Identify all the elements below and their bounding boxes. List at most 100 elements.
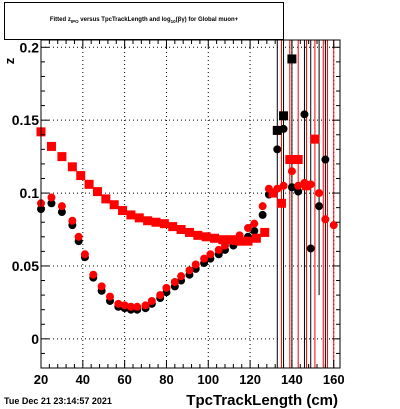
data-point-square xyxy=(251,233,261,243)
x-tick-label: 100 xyxy=(197,372,219,387)
x-tick-label: 20 xyxy=(34,372,48,387)
data-point-circle xyxy=(300,178,309,187)
data-point-circle xyxy=(126,302,135,311)
data-point-circle xyxy=(68,216,77,225)
data-point-circle xyxy=(321,155,330,164)
x-tick-label: 40 xyxy=(76,372,90,387)
data-point-circle xyxy=(133,302,142,311)
data-point-circle xyxy=(106,292,114,301)
data-point-square xyxy=(210,233,220,243)
data-point-square xyxy=(276,198,286,208)
data-point-square xyxy=(46,141,56,151)
y-tick-label: 0.1 xyxy=(20,185,40,201)
data-point-circle xyxy=(244,224,252,233)
y-tick-label: 0.15 xyxy=(12,112,39,128)
data-point-circle xyxy=(57,208,66,217)
error-bars xyxy=(276,40,335,368)
data-point-circle xyxy=(114,299,123,308)
x-tick-label: 60 xyxy=(117,372,131,387)
data-point-circle xyxy=(229,237,238,246)
data-point-square xyxy=(243,236,253,246)
data-point-circle xyxy=(250,219,259,228)
data-point-square xyxy=(76,171,86,181)
data-point-square xyxy=(285,155,295,165)
data-point-circle xyxy=(214,245,223,254)
data-point-circle xyxy=(250,226,259,235)
data-point-square xyxy=(118,206,128,216)
axes: 20 40 60 80 100 120 140 160 0 0.05 0.1 0.15 0.2 xyxy=(12,39,345,387)
x-tick-label: 80 xyxy=(159,372,173,387)
data-point-circle xyxy=(74,232,83,241)
data-point-square xyxy=(151,217,161,227)
timestamp: Tue Dec 21 23:14:57 2021 xyxy=(4,396,112,406)
y-axis-label: z xyxy=(2,57,17,64)
data-point-circle xyxy=(294,181,303,190)
data-point-circle xyxy=(147,296,156,305)
plot-frame xyxy=(40,39,341,369)
data-point-circle xyxy=(80,250,89,259)
data-point-circle xyxy=(264,184,273,193)
data-point-square xyxy=(293,155,303,165)
data-point-square xyxy=(134,213,144,223)
data-point-circle xyxy=(315,202,324,211)
data-point-square xyxy=(57,152,67,162)
data-point-square xyxy=(143,216,153,226)
data-points xyxy=(36,54,338,314)
data-point-circle xyxy=(57,202,66,211)
data-point-square xyxy=(268,188,278,198)
data-point-square xyxy=(218,235,228,245)
data-point-circle xyxy=(315,189,324,198)
data-point-circle xyxy=(89,270,98,279)
data-point-circle xyxy=(287,183,296,192)
data-point-circle xyxy=(200,254,209,263)
grid-lines xyxy=(41,40,340,368)
data-point-circle xyxy=(185,266,194,275)
data-point-square xyxy=(92,187,102,197)
data-point-circle xyxy=(321,215,330,224)
data-point-square xyxy=(235,236,245,246)
data-point-circle xyxy=(177,272,186,281)
data-point-circle xyxy=(273,184,282,193)
data-point-square xyxy=(287,54,297,64)
data-point-square xyxy=(184,227,194,237)
data-point-square xyxy=(272,125,282,135)
data-point-circle xyxy=(273,145,282,154)
data-point-circle xyxy=(329,221,338,230)
data-point-circle xyxy=(206,250,215,259)
y-tick-label: 0 xyxy=(31,331,39,347)
data-point-square xyxy=(201,232,211,242)
data-point-circle xyxy=(258,210,267,219)
data-point-circle xyxy=(235,231,244,240)
chart-title: Fitted zIPO versus TpcTrackLength and lo… xyxy=(49,17,239,25)
data-point-square xyxy=(84,179,94,189)
data-point-square xyxy=(101,194,111,204)
x-tick-label: 160 xyxy=(323,372,345,387)
data-point-square xyxy=(260,227,270,237)
data-point-square xyxy=(109,200,119,210)
data-point-circle xyxy=(300,110,309,119)
data-point-circle xyxy=(120,301,129,310)
x-tick-label: 120 xyxy=(239,372,261,387)
data-point-circle xyxy=(279,181,288,190)
data-point-circle xyxy=(162,283,171,292)
y-tick-label: 0.05 xyxy=(12,258,39,274)
data-point-circle xyxy=(294,187,303,196)
x-axis-label: TpcTrackLength (cm) xyxy=(186,392,338,409)
data-point-circle xyxy=(287,167,296,176)
data-point-square xyxy=(176,225,186,235)
data-point-circle xyxy=(47,199,56,208)
data-point-circle xyxy=(47,193,56,202)
y-tick-label: 0.2 xyxy=(20,39,40,55)
data-point-circle xyxy=(306,180,315,189)
data-point-square xyxy=(279,111,289,121)
data-point-circle xyxy=(97,282,106,291)
data-point-circle xyxy=(258,202,267,211)
data-point-circle xyxy=(306,244,315,253)
data-point-circle xyxy=(170,277,179,286)
x-tick-label: 140 xyxy=(281,372,303,387)
data-point-circle xyxy=(191,260,200,269)
chart-title-box: Fitted zIPO versus TpcTrackLength and lo… xyxy=(4,2,284,40)
data-point-square xyxy=(193,230,203,240)
data-point-square xyxy=(168,222,178,232)
